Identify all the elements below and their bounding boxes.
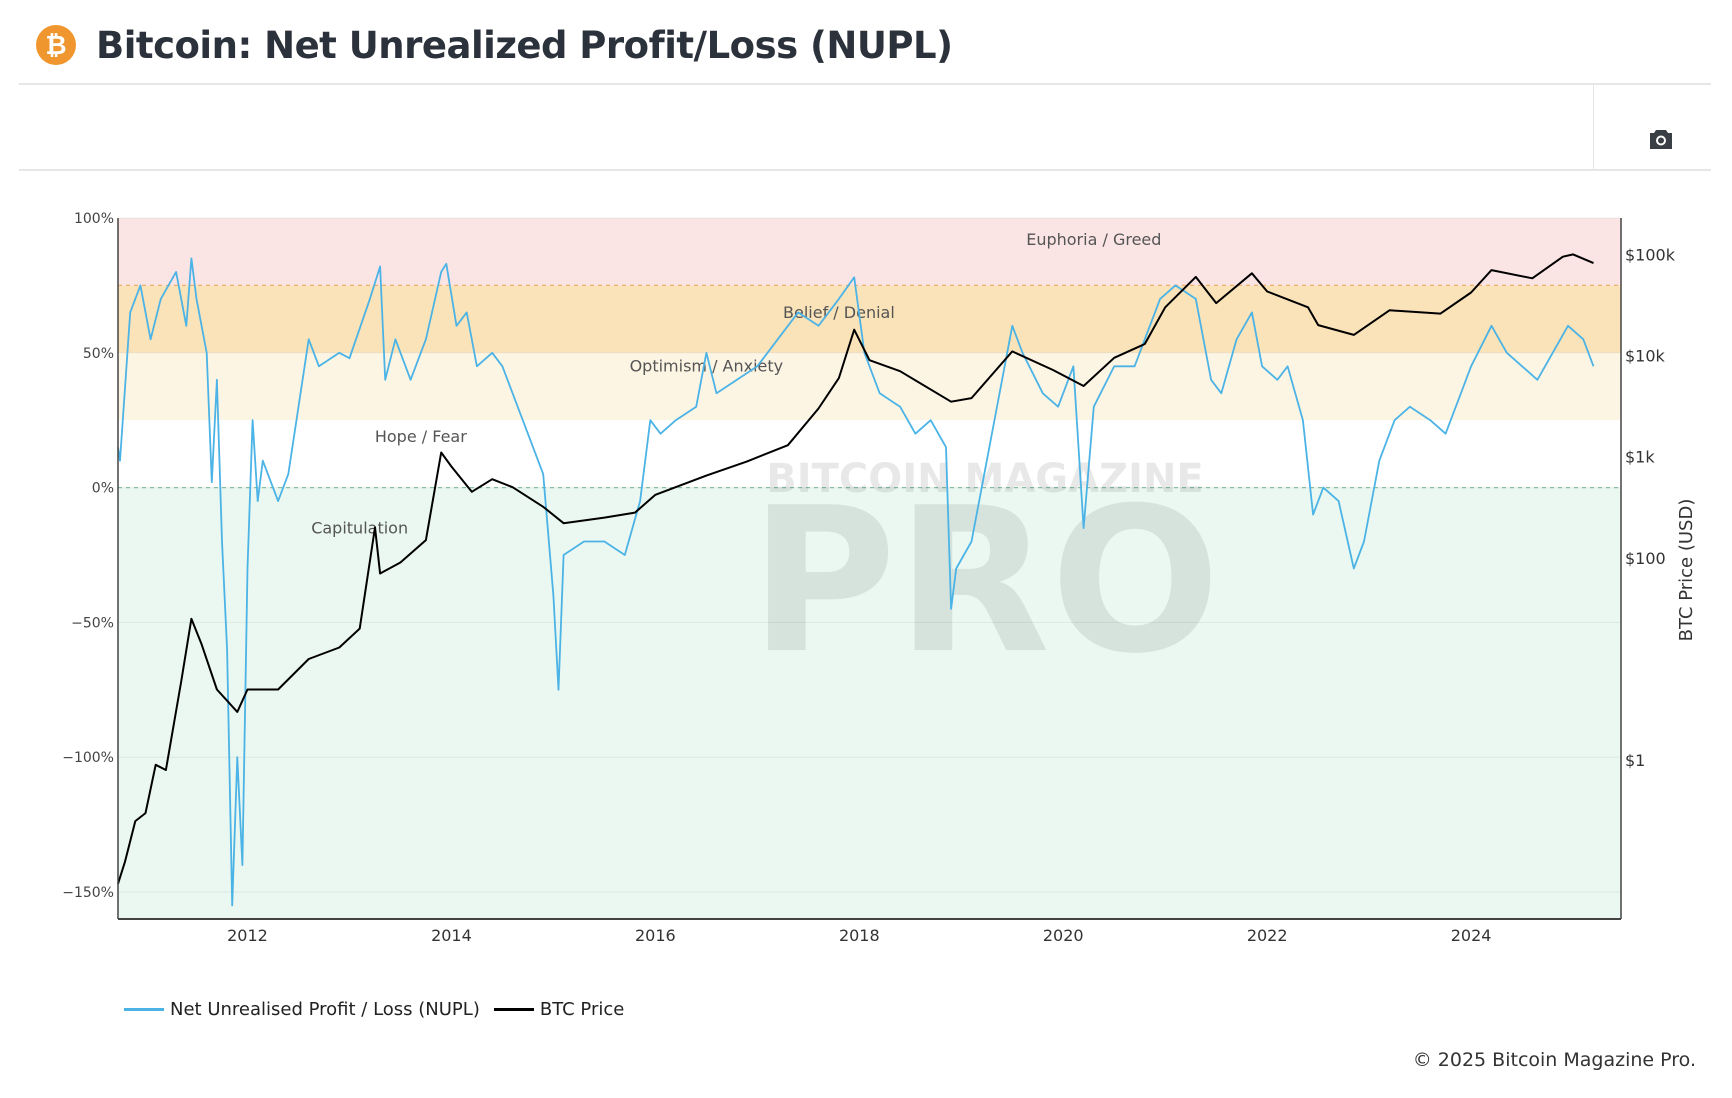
legend-label: BTC Price — [539, 999, 625, 1020]
legend-swatch — [124, 1008, 164, 1011]
zone-band — [118, 218, 1621, 286]
divider — [19, 169, 1711, 171]
btc-price-line — [117, 253, 1594, 885]
watermark-line1: BITCOIN MAGAZINE — [766, 456, 1204, 502]
x-tick-label: 2016 — [635, 926, 676, 945]
camera-icon[interactable] — [1648, 127, 1674, 151]
y-tick-label-left: −100% — [62, 750, 114, 766]
y-tick-label-left: −50% — [71, 615, 114, 631]
y-tick-label-right: $1 — [1625, 751, 1645, 770]
divider — [19, 83, 1711, 85]
x-tick-label: 2020 — [1043, 926, 1084, 945]
page-header: ₿ Bitcoin: Net Unrealized Profit/Loss (N… — [36, 20, 953, 70]
x-tick-label: 2024 — [1451, 926, 1492, 945]
y-tick-label-left: −150% — [62, 885, 114, 901]
y-tick-label-left: 50% — [83, 346, 114, 362]
watermark: BITCOIN MAGAZINE PRO — [750, 456, 1221, 698]
legend-label: Net Unrealised Profit / Loss (NUPL) — [170, 999, 480, 1020]
y-tick-label-left: 100% — [74, 211, 114, 227]
page-title: Bitcoin: Net Unrealized Profit/Loss (NUP… — [96, 23, 953, 67]
y-tick-label-right: $1k — [1625, 448, 1655, 467]
legend-swatch — [493, 1008, 534, 1011]
zone-label: Euphoria / Greed — [1026, 230, 1161, 249]
zone-band — [118, 285, 1621, 353]
divider — [1593, 85, 1594, 169]
legend: Net Unrealised Profit / Loss (NUPL) BTC … — [124, 999, 638, 1020]
zone-band — [118, 352, 1621, 421]
y-tick-label-left: 0% — [92, 481, 114, 497]
legend-item-nupl[interactable]: Net Unrealised Profit / Loss (NUPL) — [124, 999, 480, 1020]
x-tick-label: 2012 — [227, 926, 268, 945]
y-axis-title-right: BTC Price (USD) — [1676, 499, 1697, 642]
bitcoin-logo-icon: ₿ — [36, 25, 76, 65]
nupl-line — [117, 257, 1595, 907]
zone-label: Capitulation — [311, 518, 408, 537]
zone-label: Hope / Fear — [375, 427, 467, 446]
y-tick-label-right: $10k — [1625, 347, 1666, 366]
watermark-line2: PRO — [750, 465, 1221, 698]
zone-label: Belief / Denial — [783, 303, 895, 322]
zone-band — [118, 487, 1621, 919]
zone-band — [118, 420, 1621, 488]
copyright: © 2025 Bitcoin Magazine Pro. — [1412, 1049, 1696, 1071]
legend-item-price[interactable]: BTC Price — [493, 999, 625, 1020]
x-tick-label: 2014 — [431, 926, 472, 945]
x-tick-label: 2018 — [839, 926, 880, 945]
y-tick-label-right: $100k — [1625, 245, 1676, 264]
x-tick-label: 2022 — [1247, 926, 1288, 945]
y-tick-label-right: $100 — [1625, 549, 1666, 568]
zone-label: Optimism / Anxiety — [630, 357, 784, 376]
